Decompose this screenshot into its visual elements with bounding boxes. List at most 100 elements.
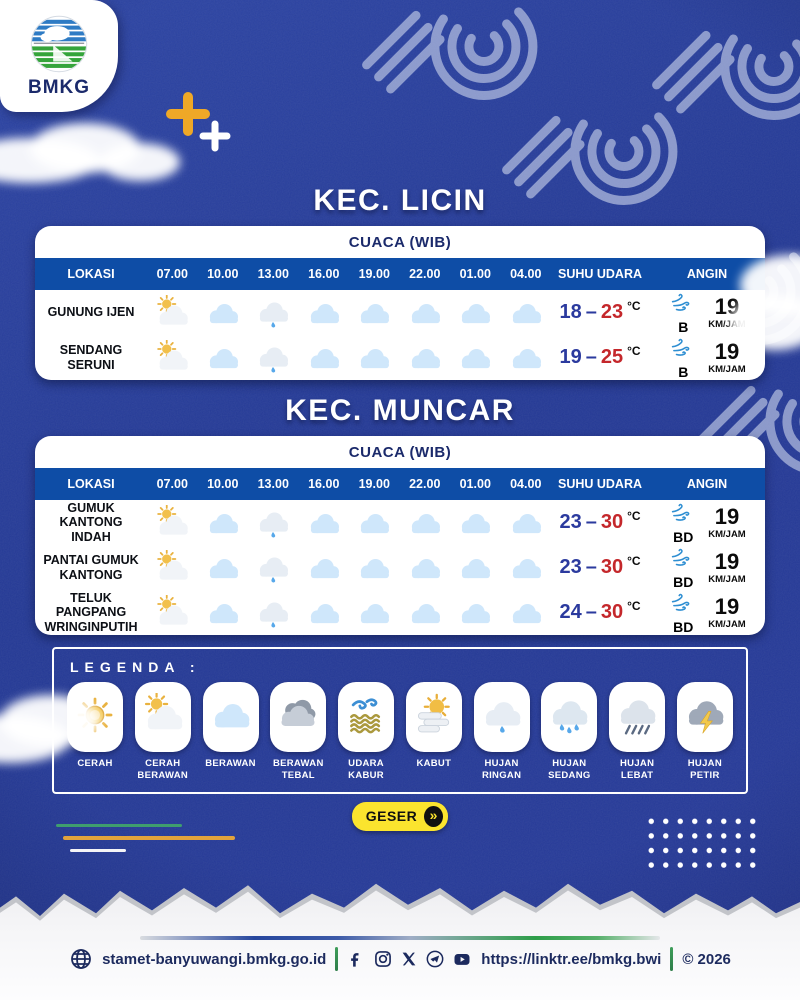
x-icon[interactable] [400, 950, 418, 968]
wind-direction-group: BD [668, 500, 698, 545]
hujan-ringan-icon [255, 512, 291, 537]
white-line-decoration [70, 849, 126, 852]
wind-speed-group: 19 KM/JAM [708, 593, 746, 630]
torn-paper-footer [0, 890, 800, 1000]
youtube-icon[interactable] [452, 949, 472, 969]
hujan-sedang-icon [547, 693, 591, 742]
temperature-cell: 19–25 °C [551, 343, 649, 369]
wind-speed-group: 19 KM/JAM [708, 548, 746, 585]
wind-direction-group: BD [668, 590, 698, 635]
hujan-ringan-icon [255, 302, 291, 327]
cerah-berawan-icon [154, 548, 190, 580]
berawan-icon [508, 513, 544, 533]
temp-unit: °C [627, 553, 641, 568]
wind-direction-group: B [668, 335, 698, 380]
berawan-icon [306, 603, 342, 623]
instagram-icon[interactable] [373, 949, 393, 969]
wind-speed: 19 [714, 548, 740, 574]
berawan-icon [306, 303, 342, 323]
wind-direction: B [678, 364, 689, 380]
column-header: 07.00 [156, 477, 188, 491]
legend-tile [609, 682, 666, 752]
section-title-muncar: KEC. MUNCAR [285, 394, 515, 427]
bmkg-logo-icon [30, 15, 88, 73]
temp-dash: – [585, 556, 597, 578]
temperature-cell: 23–30 °C [551, 508, 649, 534]
berawan-icon [508, 303, 544, 323]
legend-item-label: CERAH BERAWAN [137, 758, 189, 781]
table-row: GUMUK KANTONG INDAH 23–30 °C BD 19 KM/JAM [35, 500, 765, 545]
berawan-icon [407, 348, 443, 368]
cloud-decoration-bottom-left [0, 690, 130, 775]
facebook-icon[interactable] [347, 950, 366, 969]
berawan-icon [205, 603, 241, 623]
forecast-cell [400, 550, 451, 586]
forecast-cell [349, 340, 400, 376]
temp-dash: – [585, 601, 597, 623]
cerah-berawan-icon [154, 293, 190, 325]
legend-item-cerah-berawan: CERAH BERAWAN [132, 682, 194, 782]
legend-tile [676, 682, 733, 752]
wind-speed: 19 [714, 593, 740, 619]
berawan-icon [356, 603, 392, 623]
table-row: TELUK PANGPANG WRINGINPUTIH 24–30 °C BD 19 KM… [35, 590, 765, 635]
legend-item-hujan-sedang: HUJAN SEDANG [538, 682, 600, 782]
legend-item-label: UDARA KABUR [348, 758, 384, 781]
legend-item-udara-kabur: UDARA KABUR [335, 682, 397, 782]
temp-unit: °C [627, 343, 641, 358]
geser-button[interactable]: GESER » [351, 801, 449, 831]
column-header: 04.00 [510, 267, 542, 281]
column-header: 16.00 [308, 267, 340, 281]
temp-min: 23 [559, 511, 582, 533]
footer-linktree[interactable]: https://linktr.ee/bmkg.bwi [481, 950, 662, 968]
legend-label: LEGENDA : [70, 659, 201, 675]
forecast-cell [450, 295, 501, 331]
wind-cell: BD 19 KM/JAM [649, 590, 765, 635]
legend-tile [134, 682, 191, 752]
temp-unit: °C [627, 508, 641, 523]
angin-icon [668, 590, 698, 621]
angin-icon [668, 290, 698, 321]
footer-accent-line [140, 936, 660, 940]
forecast-cell [147, 503, 198, 541]
forecast-cell [248, 595, 299, 631]
legend-item-hujan-ringan: HUJAN RINGAN [471, 682, 533, 782]
forecast-cell [501, 505, 552, 541]
berawan-icon [508, 603, 544, 623]
section-title-licin: KEC. LICIN [313, 184, 487, 217]
cerah-berawan-icon [154, 503, 190, 535]
bmkg-logo: BMKG [0, 0, 118, 112]
table-row: SENDANG SERUNI 19–25 °C B 19 KM/JAM [35, 335, 765, 380]
berawan-icon [508, 558, 544, 578]
forecast-cell [248, 505, 299, 541]
wind-speed-unit: KM/JAM [708, 618, 746, 630]
column-header: ANGIN [686, 477, 728, 491]
legend-tile [541, 682, 598, 752]
legend-items: CERAH CERAH BERAWAN BERAWAN BERAWAN TEBAL UD… [64, 682, 736, 782]
hujan-ringan-icon [255, 557, 291, 582]
forecast-cell [450, 505, 501, 541]
hujan-lebat-icon [615, 693, 659, 742]
berawan-icon [356, 303, 392, 323]
forecast-cell [198, 595, 249, 631]
temp-min: 23 [559, 556, 582, 578]
footer-website[interactable]: stamet-banyuwangi.bmkg.go.id [102, 950, 327, 968]
legend-item-kabut: KABUT [403, 682, 465, 782]
column-header: SUHU UDARA [557, 477, 643, 491]
wind-direction: BD [673, 574, 694, 590]
temp-min: 19 [559, 346, 582, 368]
wind-direction-group: B [668, 290, 698, 335]
forecast-cell [147, 293, 198, 331]
angin-icon [668, 335, 698, 366]
telegram-icon[interactable] [425, 949, 445, 969]
berawan-icon [508, 348, 544, 368]
cerah-berawan-icon [154, 593, 190, 625]
location-label: TELUK PANGPANG WRINGINPUTIH [44, 590, 138, 634]
forecast-cell [299, 295, 350, 331]
legend-tile [405, 682, 462, 752]
hujan-ringan-icon [255, 602, 291, 627]
legend-item-hujan-petir: HUJAN PETIR [674, 682, 736, 782]
wind-speed-unit: KM/JAM [708, 573, 746, 585]
hujan-ringan-icon [480, 693, 524, 742]
legend-tile [338, 682, 395, 752]
